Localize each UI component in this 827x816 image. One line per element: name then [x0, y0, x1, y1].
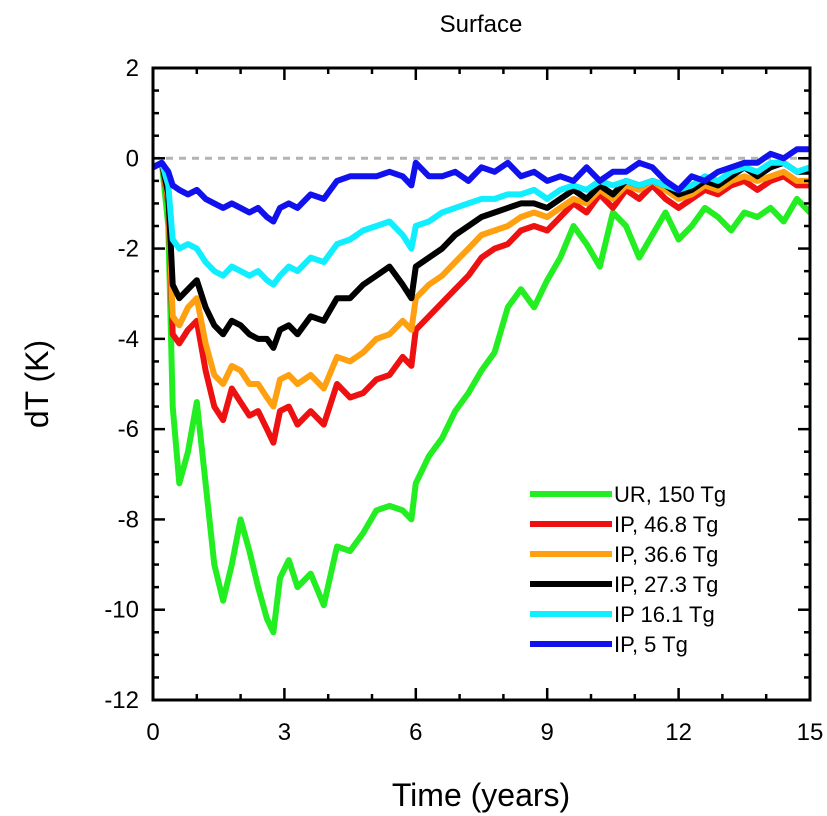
- legend-label-1: IP, 46.8 Tg: [614, 512, 718, 537]
- x-tick-label: 6: [409, 719, 422, 746]
- x-tick-label: 0: [146, 719, 159, 746]
- y-tick-label: -12: [104, 687, 139, 714]
- y-tick-label: 0: [126, 145, 139, 172]
- y-tick-label: 2: [126, 55, 139, 82]
- series-line-2: [153, 159, 810, 410]
- y-tick-label: -2: [118, 236, 139, 263]
- series-line-1: [153, 159, 810, 446]
- series-layer: [153, 146, 810, 636]
- legend-label-2: IP, 36.6 Tg: [614, 542, 718, 567]
- tick-labels-layer: 0 3 6 9 12 15 2 0 -2 -4 -6 -8 -10 -12: [104, 55, 823, 746]
- legend-label-4: IP 16.1 Tg: [614, 602, 715, 627]
- legend-label-5: IP, 5 Tg: [614, 632, 688, 657]
- y-tick-label: -10: [104, 597, 139, 624]
- ticks-layer: [151, 66, 812, 702]
- y-axis-title: dT (K): [19, 340, 55, 428]
- legend: UR, 150 Tg IP, 46.8 Tg IP, 36.6 Tg IP, 27.3…: [530, 482, 726, 657]
- y-tick-label: -6: [118, 416, 139, 443]
- x-tick-label: 15: [797, 719, 824, 746]
- legend-label-0: UR, 150 Tg: [614, 482, 726, 507]
- x-tick-label: 12: [665, 719, 692, 746]
- series-line-4: [153, 159, 810, 288]
- legend-label-3: IP, 27.3 Tg: [614, 572, 718, 597]
- chart-title: Surface: [440, 11, 523, 38]
- x-tick-label: 9: [541, 719, 554, 746]
- series-line-5: [153, 146, 810, 225]
- series-line-0: [153, 159, 810, 636]
- x-axis-title: Time (years): [392, 777, 570, 813]
- y-tick-label: -4: [118, 326, 139, 353]
- x-tick-label: 3: [278, 719, 291, 746]
- series-line-3: [153, 159, 810, 351]
- y-tick-label: -8: [118, 506, 139, 533]
